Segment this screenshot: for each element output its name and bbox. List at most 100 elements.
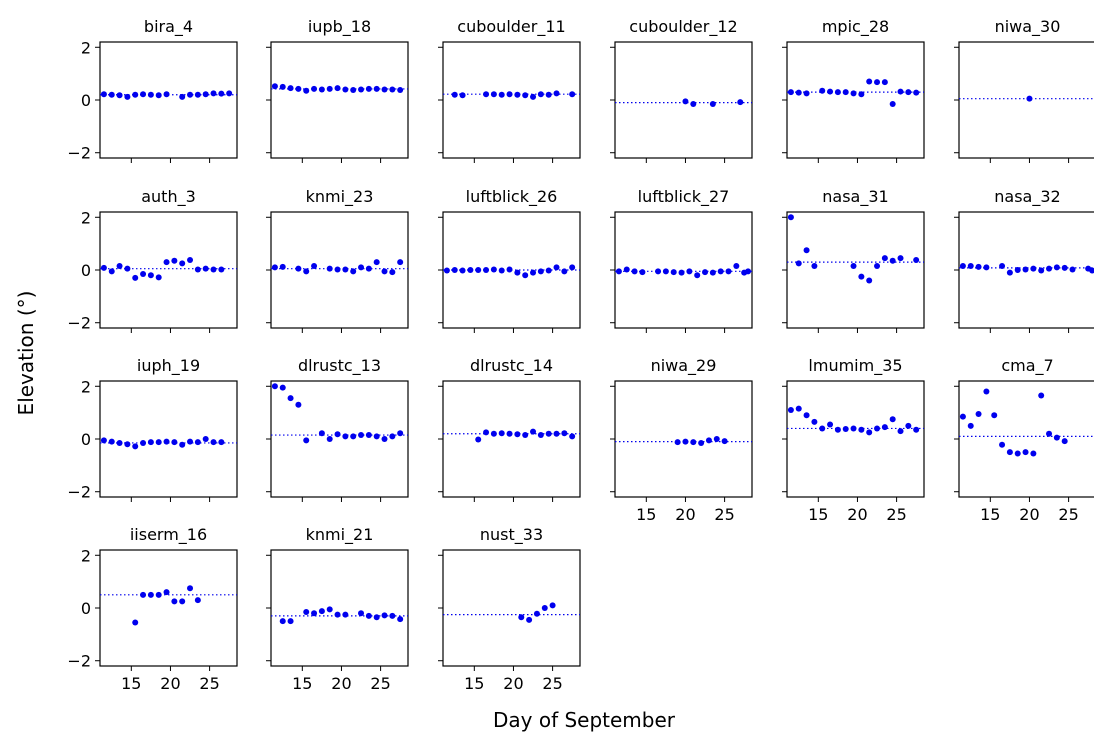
data-point xyxy=(475,267,482,273)
data-point xyxy=(725,268,732,275)
data-point xyxy=(709,100,716,107)
data-point xyxy=(163,91,170,98)
data-point xyxy=(959,413,966,420)
data-point xyxy=(108,438,115,445)
data-point xyxy=(295,401,302,408)
data-point xyxy=(1061,438,1068,445)
data-point xyxy=(506,91,513,98)
data-point xyxy=(913,256,920,263)
data-point xyxy=(705,437,712,444)
data-point xyxy=(187,91,194,98)
data-point xyxy=(490,266,497,273)
data-point xyxy=(819,425,826,432)
data-point xyxy=(698,439,705,446)
data-point xyxy=(889,257,896,264)
data-point xyxy=(858,273,865,280)
data-point xyxy=(889,100,896,107)
data-point xyxy=(897,428,904,435)
data-point xyxy=(682,98,689,105)
data-point xyxy=(874,425,881,432)
data-point xyxy=(358,86,365,93)
data-point xyxy=(295,85,302,92)
y-axis-label: Elevation (°) xyxy=(14,291,38,416)
data-point xyxy=(553,430,560,437)
data-point xyxy=(311,85,318,92)
data-point xyxy=(279,384,286,391)
data-point xyxy=(827,421,834,428)
data-point xyxy=(541,605,548,611)
data-point xyxy=(905,422,912,429)
data-point xyxy=(795,89,802,96)
data-point xyxy=(100,264,107,271)
data-point xyxy=(279,618,286,625)
data-point xyxy=(745,268,752,275)
data-point xyxy=(819,87,826,94)
data-point xyxy=(279,263,286,270)
data-point xyxy=(194,91,201,98)
panel-iuph_19: iuph_19 −2 0 2 xyxy=(67,356,238,502)
data-point xyxy=(350,86,357,93)
panel-frame xyxy=(99,549,238,667)
data-point xyxy=(365,432,372,439)
data-point xyxy=(358,610,365,617)
data-point xyxy=(226,90,233,97)
data-point xyxy=(549,602,556,609)
data-point xyxy=(1046,430,1053,437)
data-point xyxy=(475,436,482,443)
data-point xyxy=(108,91,115,98)
data-point xyxy=(1030,265,1037,272)
data-point xyxy=(210,90,217,97)
data-point xyxy=(326,436,333,442)
data-point xyxy=(490,91,497,98)
data-point xyxy=(1030,450,1037,457)
data-point xyxy=(397,616,404,623)
data-point xyxy=(709,269,716,276)
panel-bira_4: bira_4 −2 0 2 xyxy=(67,17,238,163)
data-point xyxy=(179,441,186,448)
data-point xyxy=(1022,449,1029,456)
data-point xyxy=(506,430,513,437)
x-tick-label: 15 xyxy=(464,674,484,693)
data-point xyxy=(631,268,638,275)
panel-dlrustc_13: dlrustc_13 xyxy=(266,356,409,502)
panel-title: nasa_32 xyxy=(994,187,1060,207)
panel-nasa_32: nasa_32 xyxy=(954,187,1094,333)
data-point xyxy=(287,395,294,402)
data-point xyxy=(179,598,186,605)
data-point xyxy=(210,439,217,446)
y-tick-label: 0 xyxy=(81,430,91,449)
panel-niwa_30: niwa_30 xyxy=(954,17,1094,163)
panel-frame xyxy=(442,41,581,159)
data-point xyxy=(553,90,560,97)
data-point xyxy=(959,263,966,270)
data-point xyxy=(530,93,537,100)
data-point xyxy=(803,90,810,97)
data-point xyxy=(721,438,728,445)
panel-title: niwa_29 xyxy=(651,356,717,376)
data-point xyxy=(553,264,560,271)
data-point xyxy=(569,264,576,271)
data-point xyxy=(100,437,107,444)
panel-frame xyxy=(614,380,753,498)
data-point xyxy=(271,264,278,271)
data-point xyxy=(187,256,194,263)
data-point xyxy=(194,597,201,604)
data-point xyxy=(866,78,873,85)
panel-title: luftblick_27 xyxy=(638,187,730,207)
panel-title: auth_3 xyxy=(141,187,196,207)
data-point xyxy=(132,91,139,98)
data-point xyxy=(834,89,841,96)
data-point xyxy=(702,269,709,276)
panel-knmi_21: knmi_21 15 20 25 xyxy=(266,525,409,693)
panel-frame xyxy=(99,380,238,498)
data-point xyxy=(483,267,490,273)
data-point xyxy=(350,433,357,440)
data-point xyxy=(967,422,974,429)
panel-frame xyxy=(958,380,1094,498)
data-point xyxy=(842,425,849,432)
data-point xyxy=(522,272,529,279)
data-point xyxy=(116,92,123,99)
panel-knmi_23: knmi_23 xyxy=(266,187,409,333)
panel-cuboulder_11: cuboulder_11 xyxy=(438,17,581,163)
data-point xyxy=(163,259,170,266)
